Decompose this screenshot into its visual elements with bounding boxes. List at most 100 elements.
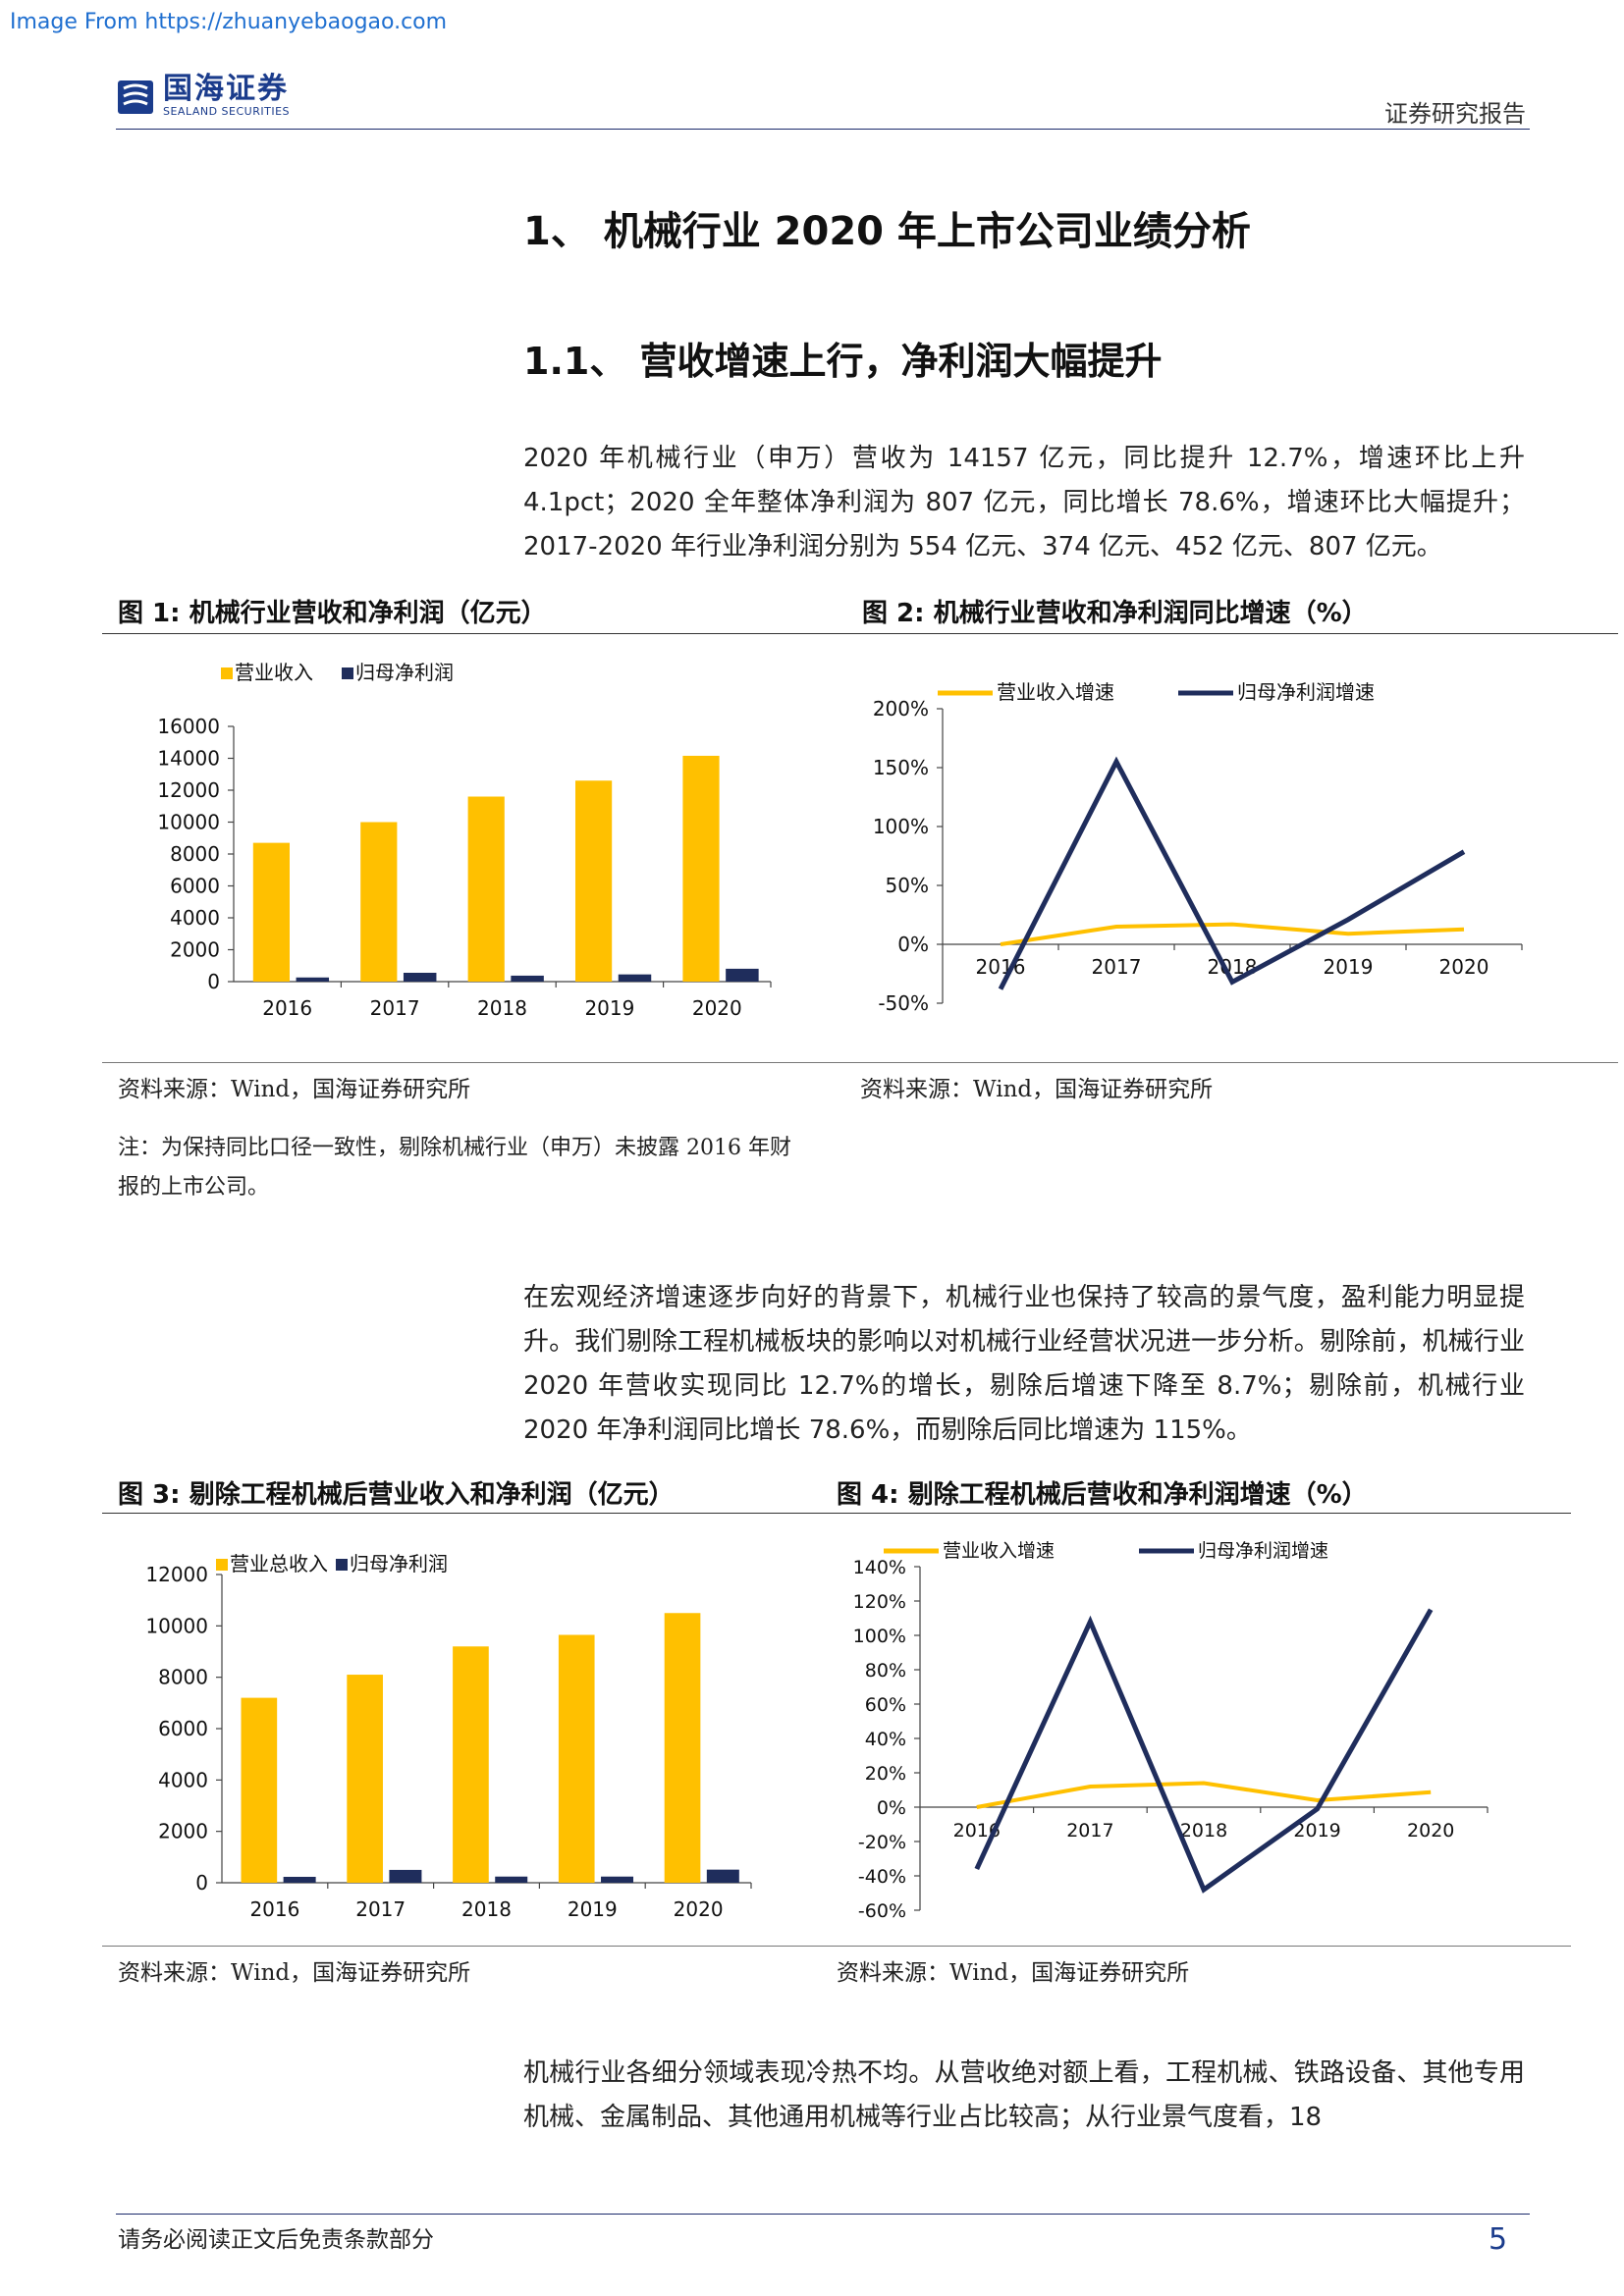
- net-profit-bar: [706, 1869, 739, 1883]
- x-tick-label: 2018: [1180, 1820, 1227, 1842]
- net-profit-bar: [296, 977, 330, 982]
- revenue-bar: [360, 822, 398, 982]
- y-tick-label: 0%: [897, 933, 929, 956]
- header-divider: [116, 129, 1530, 130]
- net-profit-bar: [511, 975, 544, 982]
- company-logo: 国海证券 SEALAND SECURITIES: [116, 74, 290, 118]
- logo-name-cn: 国海证券: [163, 72, 289, 106]
- y-tick-label: 20%: [865, 1763, 906, 1785]
- y-tick-label: 0%: [877, 1797, 906, 1819]
- y-tick-label: 0: [195, 1871, 208, 1895]
- revenue-growth-line: [1000, 922, 1465, 946]
- source-banner-link[interactable]: Image From https://zhuanyebaogao.com: [10, 10, 448, 34]
- y-tick-label: 140%: [853, 1557, 906, 1578]
- y-tick-label: 2000: [158, 1820, 208, 1843]
- legend-swatch: [221, 667, 233, 679]
- x-tick-label: 2020: [674, 1897, 724, 1921]
- y-tick-label: 0: [207, 970, 220, 993]
- figure-row-1-bottom-rule: [102, 1062, 1618, 1063]
- x-tick-label: 2018: [477, 996, 527, 1020]
- revenue-bar: [664, 1613, 701, 1883]
- figure-3-source: 资料来源：Wind，国海证券研究所: [118, 1960, 471, 1986]
- net-profit-bar: [403, 972, 437, 982]
- figure-2-chart: -50%0%50%100%150%200%2016 2017 2018 2019 202…: [873, 680, 1523, 1015]
- legend-label: 归母净利润: [355, 661, 454, 684]
- x-tick-label: 2017: [1092, 955, 1142, 979]
- figure-1-title: 图 1: 机械行业营收和净利润（亿元）: [118, 599, 547, 628]
- net-profit-bar: [601, 1876, 634, 1883]
- figure-4-source: 资料来源：Wind，国海证券研究所: [837, 1960, 1190, 1986]
- logo-name-en: SEALAND SECURITIES: [163, 105, 291, 118]
- figure-row-2-top-rule: [102, 1513, 1571, 1514]
- legend-label: 营业收入增速: [943, 1540, 1055, 1562]
- y-tick-label: 6000: [170, 875, 220, 898]
- figure-4-chart: -60% -40% -20% 0% 20% 40% 60% 80% 100% 120% 140% 20…: [853, 1540, 1489, 1922]
- y-tick-label: 12000: [157, 778, 220, 802]
- x-tick-label: 2017: [355, 1897, 406, 1921]
- y-tick-label: -20%: [858, 1832, 906, 1853]
- x-tick-label: 2019: [568, 1897, 618, 1921]
- footer-disclaimer: 请务必阅读正文后免责条款部分: [118, 2227, 434, 2253]
- y-tick-label: 100%: [873, 815, 929, 838]
- y-tick-label: 8000: [170, 842, 220, 866]
- y-tick-label: 12000: [145, 1563, 208, 1586]
- legend-label: 归母净利润增速: [1237, 680, 1375, 704]
- x-tick-label: 2019: [1293, 1820, 1340, 1842]
- revenue-bar: [241, 1697, 278, 1883]
- paragraph-1: 2020 年机械行业（申万）营收为 14157 亿元，同比提升 12.7%，增速…: [523, 444, 1525, 561]
- net-profit-bar: [389, 1869, 422, 1883]
- revenue-bar: [558, 1634, 595, 1883]
- legend-swatch: [342, 667, 353, 679]
- x-tick-label: 2019: [1324, 955, 1374, 979]
- y-tick-label: -50%: [878, 991, 929, 1015]
- report-type-label: 证券研究报告: [1384, 100, 1526, 128]
- y-tick-label: 120%: [853, 1591, 906, 1613]
- net-profit-bar: [283, 1876, 316, 1883]
- x-tick-label: 2017: [370, 996, 420, 1020]
- figure-2-title: 图 2: 机械行业营收和净利润同比增速（%）: [862, 599, 1368, 628]
- x-tick-label: 2016: [953, 1820, 1001, 1842]
- y-tick-label: 2000: [170, 938, 220, 962]
- y-tick-label: 4000: [170, 906, 220, 930]
- subsection-heading: 1.1、 营收增速上行，净利润大幅提升: [523, 340, 1163, 383]
- legend-label: 营业收入: [235, 661, 313, 684]
- x-tick-label: 2019: [584, 996, 634, 1020]
- net-profit-growth-line: [998, 756, 1466, 990]
- y-tick-label: 150%: [873, 756, 929, 779]
- net-profit-bar: [726, 968, 759, 982]
- revenue-bar: [347, 1675, 383, 1883]
- sealand-logo-icon: [118, 80, 153, 114]
- x-tick-label: 2020: [1407, 1820, 1454, 1842]
- paragraph-2: 在宏观经济增速逐步向好的背景下，机械行业也保持了较高的景气度，盈利能力明显提升。…: [523, 1283, 1525, 1445]
- y-tick-label: 80%: [865, 1660, 906, 1682]
- footer-divider: [116, 2214, 1530, 2215]
- figure-3-title: 图 3: 剔除工程机械后营业收入和净利润（亿元）: [118, 1480, 675, 1510]
- figure-2-source: 资料来源：Wind，国海证券研究所: [860, 1077, 1214, 1102]
- revenue-bar: [453, 1646, 489, 1883]
- y-tick-label: -40%: [858, 1866, 906, 1888]
- x-tick-label: 2020: [1439, 955, 1489, 979]
- y-tick-label: 10000: [157, 811, 220, 834]
- legend-label: 归母净利润增速: [1198, 1540, 1328, 1562]
- section-heading: 1、 机械行业 2020 年上市公司业绩分析: [523, 209, 1251, 254]
- net-profit-bar: [618, 974, 652, 982]
- y-tick-label: 40%: [865, 1729, 906, 1750]
- paragraph-3: 机械行业各细分领域表现冷热不均。从营收绝对额上看，工程机械、铁路设备、其他专用机…: [523, 2058, 1525, 2132]
- revenue-bar: [467, 796, 505, 982]
- legend-swatch: [336, 1559, 348, 1571]
- revenue-bar: [575, 780, 613, 982]
- x-tick-label: 2016: [262, 996, 312, 1020]
- y-tick-label: 10000: [145, 1614, 208, 1637]
- revenue-bar: [682, 755, 720, 982]
- legend-swatch: [216, 1559, 228, 1571]
- y-tick-label: 16000: [157, 715, 220, 738]
- page-number: 5: [1489, 2222, 1508, 2257]
- revenue-bar: [252, 842, 290, 982]
- x-tick-label: 2020: [692, 996, 742, 1020]
- y-tick-label: 14000: [157, 747, 220, 771]
- legend-label: 归母净利润: [350, 1552, 448, 1575]
- x-tick-label: 2016: [249, 1897, 299, 1921]
- net-profit-growth-line: [974, 1608, 1434, 1894]
- legend-label: 营业总收入: [230, 1552, 328, 1575]
- figure-row-1-top-rule: [102, 633, 1618, 634]
